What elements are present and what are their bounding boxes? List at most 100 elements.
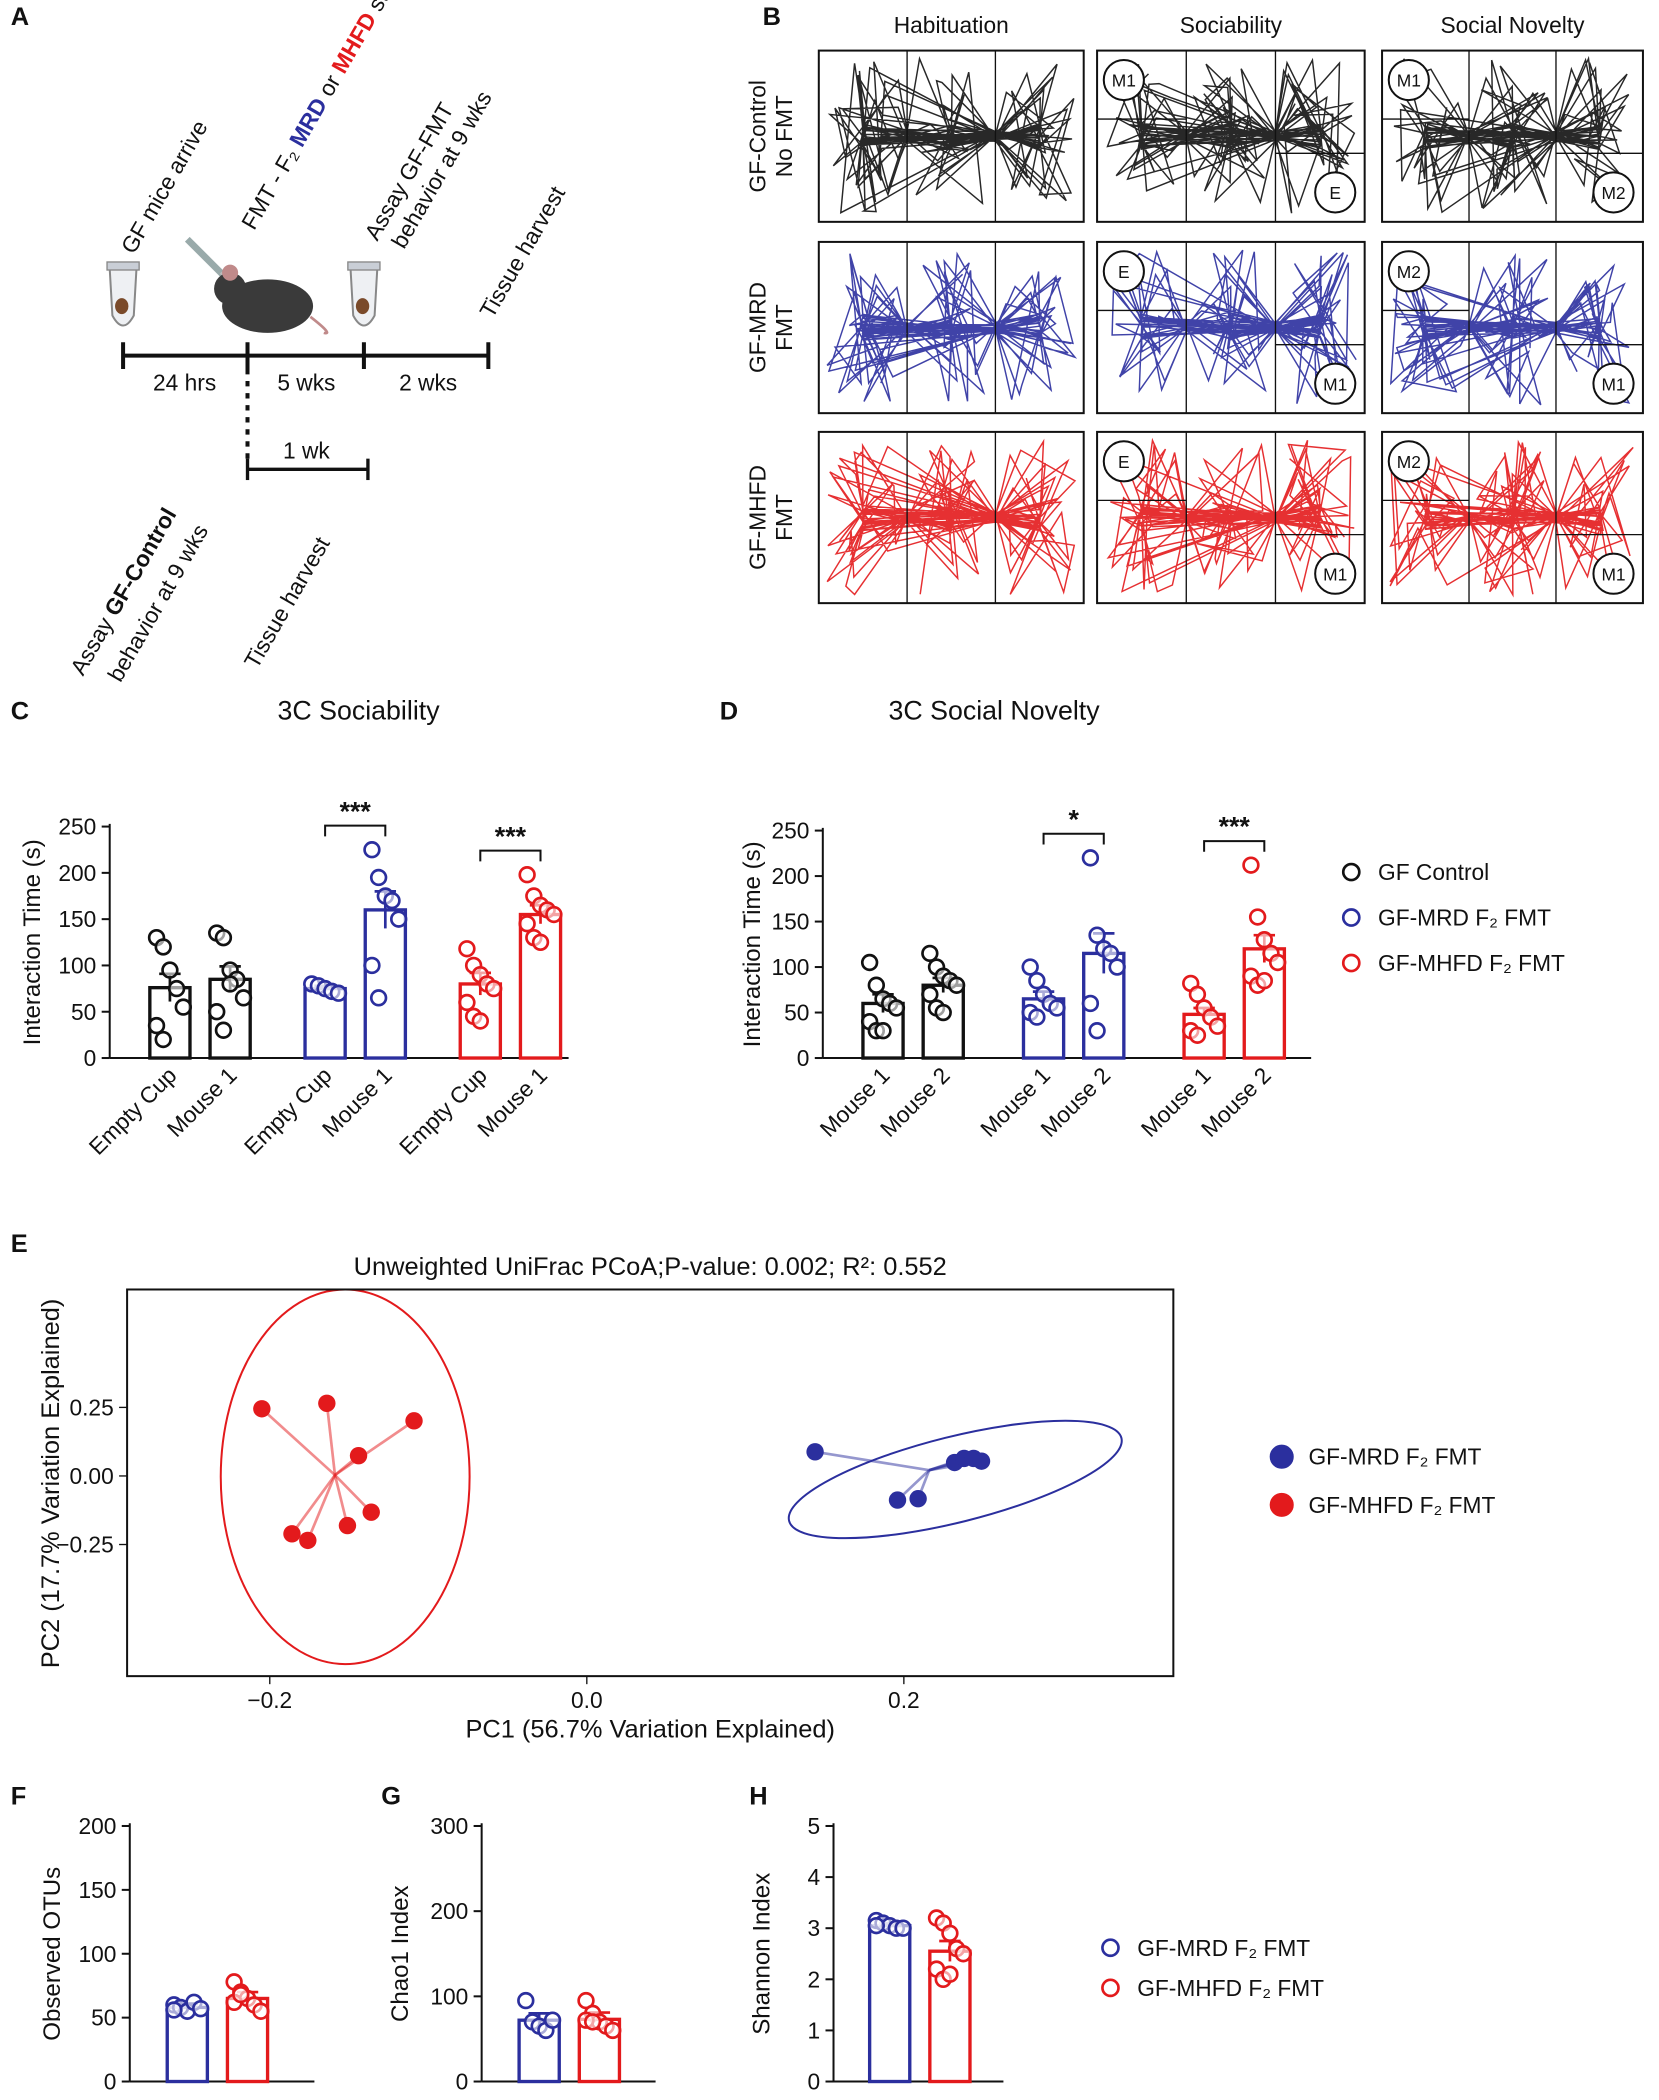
- cup: [1592, 362, 1635, 405]
- spider-line: [814, 1450, 930, 1472]
- y-tick-label: 100: [78, 1941, 116, 1967]
- significance-bracket: [1042, 832, 1105, 845]
- legend-label: GF-MHFD F₂ FMT: [1308, 1492, 1495, 1518]
- legend-marker: [1269, 1444, 1294, 1469]
- arena: [817, 430, 1085, 605]
- data-point: [174, 998, 192, 1016]
- data-point: [954, 1945, 972, 1963]
- arena: [1381, 430, 1644, 605]
- data-point: [458, 940, 476, 958]
- data-point: [362, 1503, 380, 1521]
- y-tick-label: 2: [807, 1966, 820, 1992]
- track-cell: [817, 49, 1085, 223]
- data-point: [941, 1924, 959, 1943]
- data-point: [191, 1999, 210, 2018]
- cup-label: M1: [1323, 374, 1347, 394]
- data-point: [405, 1412, 423, 1430]
- plot-frame: [126, 1288, 1175, 1678]
- y-tick-label: 250: [771, 818, 809, 844]
- data-point: [208, 1003, 226, 1021]
- track-cell: M1 M2: [1381, 49, 1644, 223]
- y-tick-label: 150: [58, 906, 96, 932]
- cup-label: M1: [1323, 564, 1347, 584]
- data-point: [867, 1916, 886, 1935]
- track-cell: [817, 240, 1085, 415]
- y-tick-label: 0.00: [69, 1463, 113, 1489]
- y-tick-label: −0.25: [56, 1532, 114, 1558]
- legend-marker: [1341, 953, 1361, 973]
- y-tick-label: 100: [58, 952, 96, 978]
- data-point: [921, 944, 939, 963]
- y-tick-label: 5: [807, 1813, 820, 1839]
- y-tick-label: 4: [807, 1864, 820, 1890]
- bar: [363, 908, 408, 1060]
- cup-label: M1: [1397, 71, 1421, 91]
- timeline-label: Tissue harvest: [239, 532, 335, 673]
- cup: [1102, 440, 1145, 483]
- bar: [867, 1923, 912, 2084]
- data-point: [471, 1012, 490, 1030]
- data-point: [531, 933, 550, 951]
- data-point: [299, 1531, 317, 1550]
- cup: [1314, 171, 1357, 214]
- panel-label: D: [720, 698, 738, 726]
- cup-label: E: [1118, 452, 1130, 472]
- data-point: [252, 2002, 270, 2020]
- interval-label: 1 wk: [283, 438, 330, 464]
- data-point: [867, 976, 886, 994]
- arena: [817, 240, 1085, 415]
- data-point: [888, 1491, 907, 1509]
- data-point: [1101, 944, 1120, 963]
- cup-label: M2: [1397, 262, 1421, 282]
- data-point: [1081, 994, 1100, 1013]
- data-point: [518, 866, 536, 884]
- cup-label: M1: [1601, 374, 1625, 394]
- data-point: [894, 1919, 912, 1937]
- panel-label: G: [381, 1783, 401, 1811]
- legend-label: GF-MRD F₂ FMT: [1308, 1444, 1481, 1470]
- panel-label: F: [11, 1783, 27, 1811]
- legend-label: GF-MRD F₂ FMT: [1137, 1935, 1310, 1961]
- data-point: [349, 1446, 368, 1465]
- interval-label: 24 hrs: [153, 369, 216, 395]
- data-point: [232, 1985, 250, 2004]
- data-point: [1269, 953, 1287, 972]
- y-tick-label: 0: [104, 2069, 117, 2095]
- cup-label: M2: [1397, 452, 1421, 472]
- y-axis-label: PC2 (17.7% Variation Explained): [37, 1299, 65, 1669]
- legend-label: GF-MHFD F₂ FMT: [1137, 1975, 1324, 2001]
- data-point: [1028, 972, 1046, 990]
- y-tick-label: 0: [807, 2069, 820, 2095]
- x-axis-label: PC1 (56.7% Variation Explained): [465, 1716, 835, 1744]
- spider-line: [290, 1474, 337, 1535]
- arena: [1096, 240, 1366, 415]
- legend-label: GF Control: [1378, 859, 1489, 885]
- cup: [1102, 58, 1145, 102]
- confidence-ellipse: [219, 1288, 471, 1666]
- significance-label: *: [1068, 804, 1079, 834]
- y-axis-label: Shannon Index: [748, 1873, 775, 2035]
- data-point: [484, 979, 503, 998]
- interval-label: 5 wks: [277, 369, 335, 395]
- spider-line: [260, 1407, 336, 1477]
- y-axis-label: Observed OTUs: [39, 1867, 66, 2041]
- data-point: [1242, 856, 1260, 874]
- legend-label: GF-MRD F₂ FMT: [1378, 905, 1551, 931]
- y-tick-label: 250: [58, 814, 96, 840]
- significance-bracket: [324, 824, 387, 837]
- data-point: [147, 1016, 166, 1035]
- track: [1393, 55, 1630, 214]
- track-cell: M2 M1: [1381, 430, 1644, 605]
- x-tick-label: Empty Cup: [84, 1062, 182, 1160]
- column-header: Social Novelty: [1440, 12, 1585, 38]
- data-point: [543, 2011, 562, 2029]
- column-header: Habituation: [894, 12, 1009, 38]
- x-tick-label: 0.2: [888, 1687, 920, 1713]
- data-point: [1188, 985, 1207, 1004]
- x-tick-label: 0.0: [571, 1687, 603, 1713]
- legend-label: GF-MHFD F₂ FMT: [1378, 950, 1565, 976]
- chart-title: Unweighted UniFrac PCoA;P-value: 0.002; …: [354, 1253, 947, 1281]
- significance-bracket: [1203, 840, 1266, 852]
- legend-marker: [1341, 862, 1361, 882]
- data-point: [329, 984, 348, 1002]
